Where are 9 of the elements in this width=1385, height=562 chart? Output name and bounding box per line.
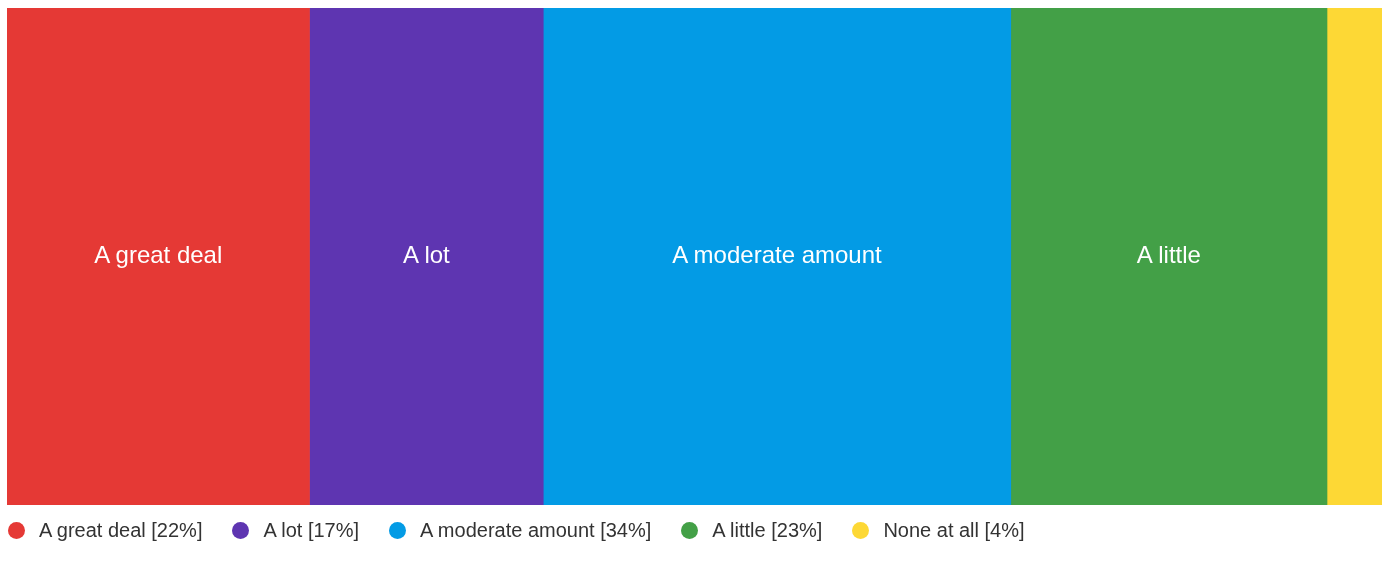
legend-label: A great deal [22%]	[39, 519, 203, 542]
legend-label: A moderate amount [34%]	[420, 519, 652, 542]
annotation: A moderate amount	[672, 241, 883, 269]
legend-label: None at all [4%]	[883, 519, 1025, 542]
annotation: A great deal	[94, 241, 223, 269]
legend-label: A little [23%]	[712, 519, 823, 542]
annotation: A lot	[403, 241, 451, 269]
annotation: A little	[1136, 241, 1201, 269]
legend-label: A lot [17%]	[263, 519, 360, 542]
